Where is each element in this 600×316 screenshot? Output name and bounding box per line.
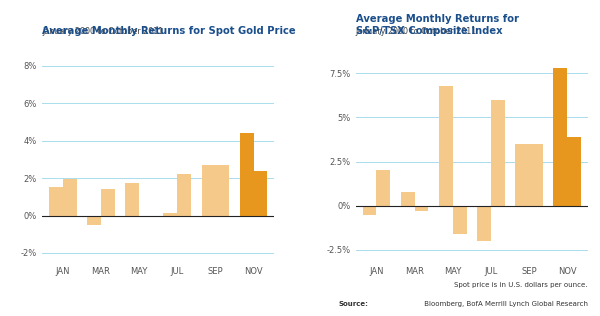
Bar [439,86,453,206]
Bar [401,191,415,206]
Bar [376,170,391,206]
Bar [177,174,191,216]
Bar [215,165,229,216]
Bar [529,144,543,206]
Bar [163,213,177,216]
Bar [125,183,139,216]
Bar [254,171,268,216]
Bar [477,206,491,241]
Text: Source:: Source: [338,301,368,307]
Bar [491,100,505,206]
Bar [49,187,63,216]
Bar [139,216,153,217]
Bar [87,216,101,225]
Bar [362,206,376,215]
Bar [567,137,581,206]
Bar [515,144,529,206]
Bar [239,133,254,216]
Text: January 2000 to October 2011: January 2000 to October 2011 [356,27,477,36]
Text: Bloomberg, BofA Merrill Lynch Global Research: Bloomberg, BofA Merrill Lynch Global Res… [422,301,588,307]
Text: Average Monthly Returns for
S&P/TSX Composite Index: Average Monthly Returns for S&P/TSX Comp… [356,14,518,36]
Bar [202,165,215,216]
Bar [453,206,467,234]
Bar [415,206,428,211]
Bar [63,179,77,216]
Text: January 2000 to October 2011: January 2000 to October 2011 [42,27,163,36]
Bar [101,189,115,216]
Text: Average Monthly Returns for Spot Gold Price: Average Monthly Returns for Spot Gold Pr… [42,26,296,36]
Bar [553,68,567,206]
Text: Spot price is in U.S. dollars per ounce.: Spot price is in U.S. dollars per ounce. [455,282,588,288]
